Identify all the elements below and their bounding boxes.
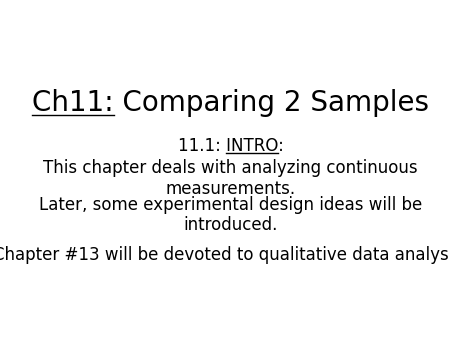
Text: This chapter deals with analyzing continuous
measurements.: This chapter deals with analyzing contin… [43,159,418,198]
Text: Ch11: Comparing 2 Samples: Ch11: Comparing 2 Samples [32,89,429,117]
Text: 11.1: INTRO:: 11.1: INTRO: [178,137,284,155]
Text: Chapter #13 will be devoted to qualitative data analysis.: Chapter #13 will be devoted to qualitati… [0,246,450,264]
Text: Later, some experimental design ideas will be
introduced.: Later, some experimental design ideas wi… [39,196,422,234]
